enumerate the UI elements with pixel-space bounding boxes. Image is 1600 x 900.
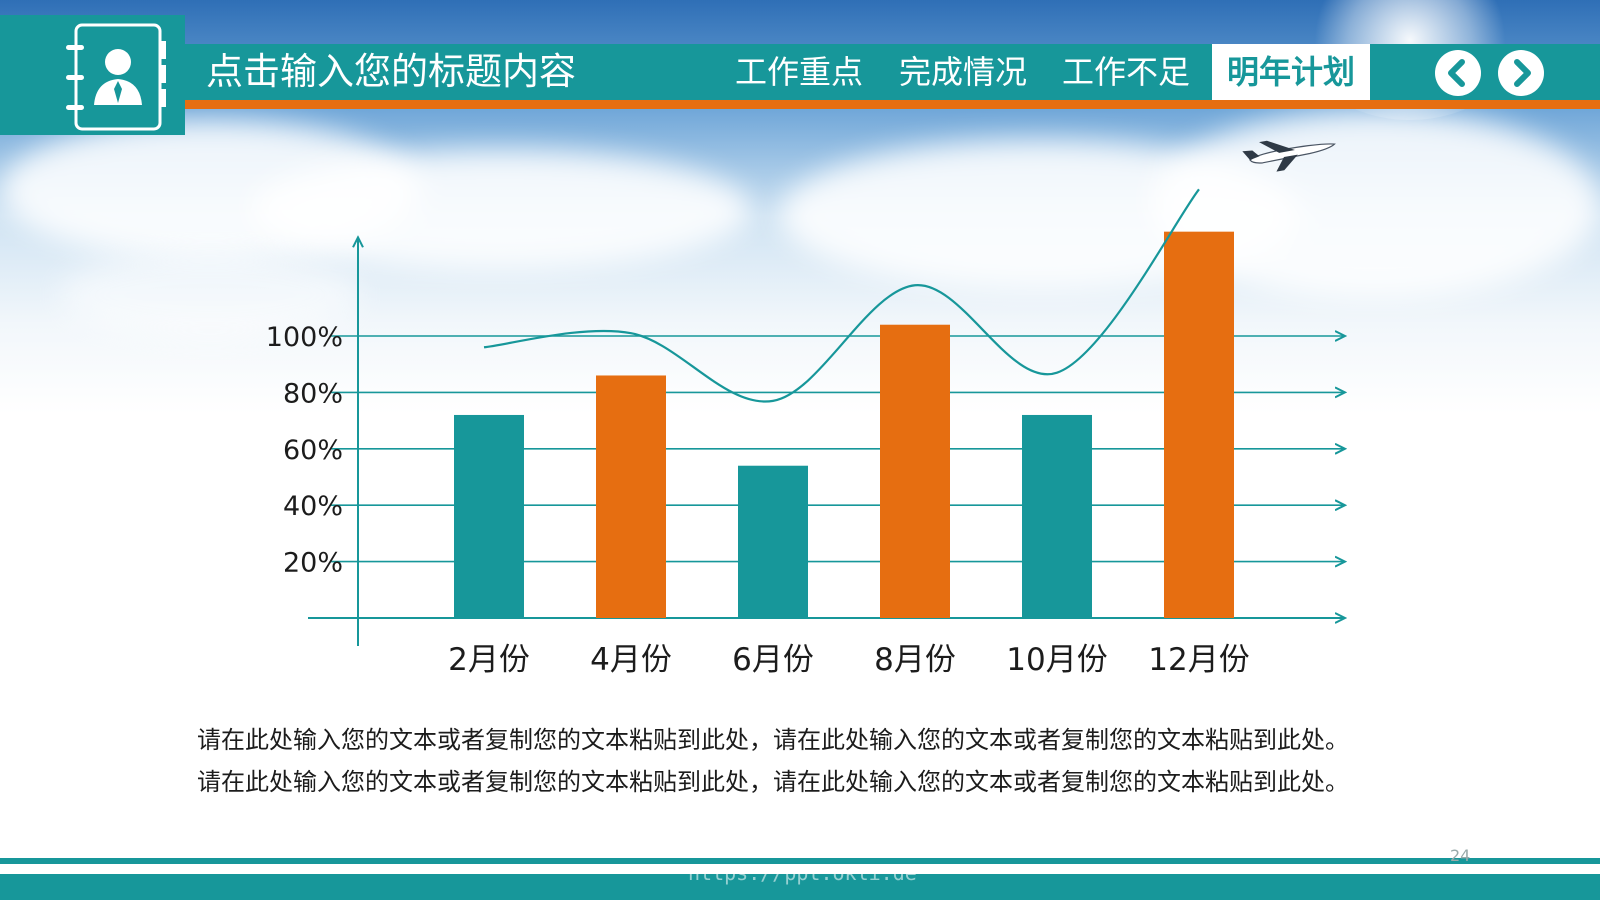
x-category-label: 6月份 <box>732 642 814 678</box>
y-tick-label: 40% <box>283 491 343 522</box>
chevron-right-icon <box>1514 59 1531 87</box>
logo-box <box>0 15 185 135</box>
y-tick-label: 20% <box>283 548 343 579</box>
x-category-label: 10月份 <box>1006 642 1107 678</box>
y-tick-label: 100% <box>266 322 343 353</box>
y-tick-label: 60% <box>283 435 343 466</box>
page-title[interactable]: 点击输入您的标题内容 <box>206 50 576 93</box>
caption-line-1: 请在此处输入您的文本或者复制您的文本粘贴到此处，请在此处输入您的文本或者复制您的… <box>197 726 1349 754</box>
header-accent-line <box>185 100 1600 109</box>
bar <box>596 375 666 618</box>
x-category-label: 4月份 <box>590 642 672 678</box>
next-button[interactable] <box>1498 50 1544 96</box>
footer-band <box>0 874 1600 900</box>
airplane-icon <box>1242 140 1336 172</box>
bar <box>880 324 950 618</box>
x-category-label: 12月份 <box>1148 642 1249 678</box>
bar <box>738 465 808 618</box>
caption-line-2: 请在此处输入您的文本或者复制您的文本粘贴到此处，请在此处输入您的文本或者复制您的… <box>197 768 1349 796</box>
contact-book-icon <box>66 23 166 131</box>
bar <box>454 414 524 618</box>
page-number: 24 <box>1450 846 1471 865</box>
cloud <box>60 250 360 340</box>
trend-line <box>483 188 1200 403</box>
tab-next-year-plan[interactable]: 明年计划 <box>1212 44 1370 100</box>
cloud <box>250 150 750 270</box>
watermark-text: https://ppt.okli.de <box>688 861 917 885</box>
x-category-label: 8月份 <box>874 642 956 678</box>
y-tick-label: 80% <box>283 378 343 409</box>
bar <box>1022 414 1092 618</box>
chevron-left-icon <box>1448 59 1465 87</box>
tab-work-focus[interactable]: 工作重点 <box>735 53 864 91</box>
x-category-label: 2月份 <box>448 642 530 678</box>
prev-button[interactable] <box>1435 50 1481 96</box>
tab-work-shortcomings[interactable]: 工作不足 <box>1062 53 1191 91</box>
bar <box>1164 231 1234 618</box>
footer-line <box>0 858 1600 864</box>
tab-completion-status[interactable]: 完成情况 <box>899 53 1028 91</box>
